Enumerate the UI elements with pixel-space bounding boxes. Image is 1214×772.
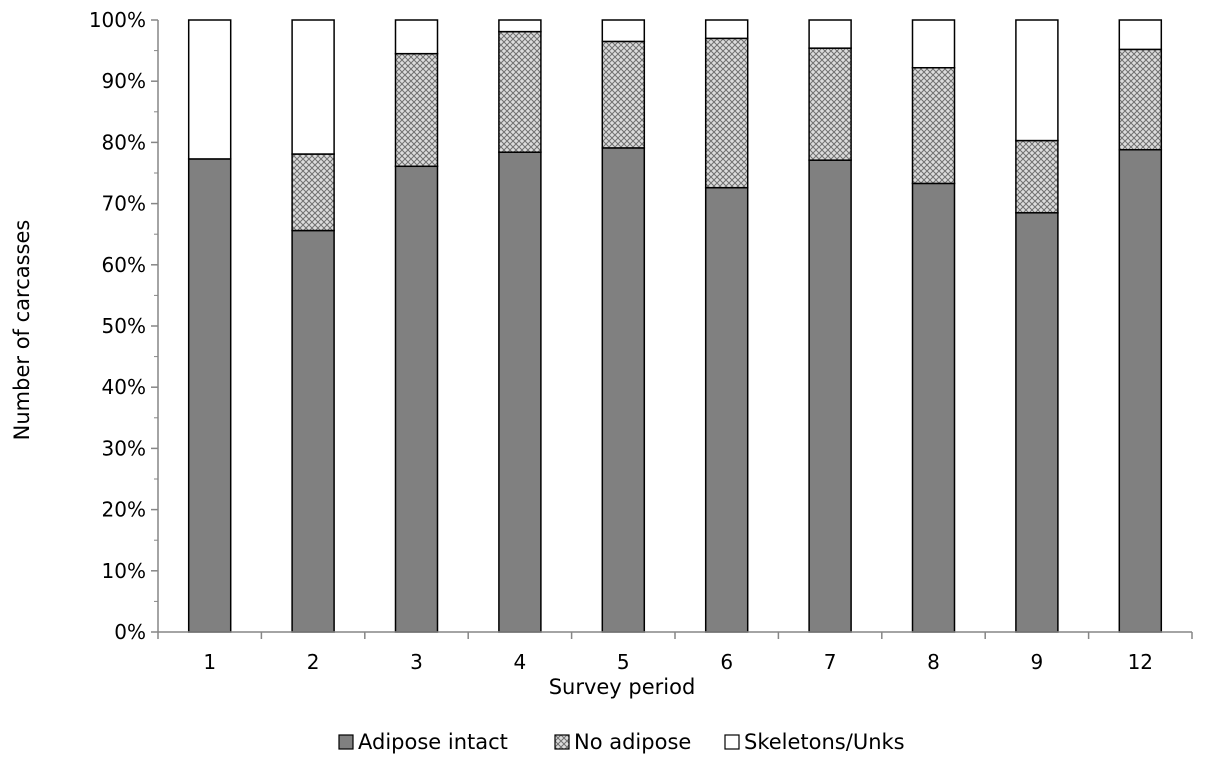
- legend-label: Skeletons/Unks: [744, 730, 905, 754]
- bar-segment-skeletons-unks: [291, 19, 335, 155]
- bar-segment-adipose-intact: [498, 151, 542, 633]
- x-tick-label: 2: [307, 650, 320, 674]
- bar-segment-no-adipose: [1015, 139, 1059, 214]
- legend-label: No adipose: [574, 730, 691, 754]
- bar-segment-skeletons-unks: [498, 19, 542, 33]
- legend-label: Adipose intact: [358, 730, 508, 754]
- bar-segment-no-adipose: [808, 47, 852, 161]
- x-tick-label: 12: [1128, 650, 1153, 674]
- x-tick-label: 5: [617, 650, 630, 674]
- bar-segment-adipose-intact: [1015, 212, 1059, 633]
- y-tick-label: 100%: [89, 8, 146, 32]
- bar-segment-adipose-intact: [911, 182, 956, 633]
- y-tick-label: 10%: [102, 559, 146, 583]
- bar-segment-skeletons-unks: [911, 19, 956, 69]
- legend-swatch: [338, 734, 354, 750]
- x-tick-label: 1: [203, 650, 216, 674]
- bars: [187, 19, 1163, 633]
- x-axis-ticks: 1 2 3 4 5 6 7 8 9 12: [157, 632, 1193, 674]
- bar-segment-no-adipose: [601, 40, 646, 149]
- x-tick-label: 3: [410, 650, 423, 674]
- y-tick-label: 30%: [102, 436, 146, 460]
- bar-segment-adipose-intact: [291, 229, 335, 633]
- bar-segment-no-adipose: [291, 153, 335, 232]
- bar-segment-adipose-intact: [704, 186, 749, 633]
- x-tick-label: 8: [927, 650, 940, 674]
- x-tick-label: 7: [824, 650, 837, 674]
- bar-segment-no-adipose: [498, 30, 542, 153]
- legend-swatch: [554, 734, 570, 750]
- bar-segment-skeletons-unks: [704, 19, 749, 40]
- y-tick-label: 20%: [102, 498, 146, 522]
- x-tick-label: 4: [514, 650, 527, 674]
- bar-segment-skeletons-unks: [601, 19, 646, 43]
- bar-segment-skeletons-unks: [394, 19, 439, 55]
- bar-segment-no-adipose: [704, 37, 749, 189]
- bar-segment-skeletons-unks: [1118, 19, 1163, 51]
- bar-segment-no-adipose: [911, 66, 956, 185]
- y-axis-title: Number of carcasses: [10, 220, 34, 441]
- bar-segment-skeletons-unks: [808, 19, 852, 49]
- bar-segment-adipose-intact: [394, 165, 439, 633]
- x-tick-label: 9: [1031, 650, 1044, 674]
- y-tick-label: 60%: [102, 253, 146, 277]
- bar-segment-adipose-intact: [1118, 148, 1163, 633]
- legend-swatch: [724, 734, 740, 750]
- bar-segment-adipose-intact: [808, 159, 852, 633]
- y-tick-label: 80%: [102, 130, 146, 154]
- y-tick-label: 50%: [102, 314, 146, 338]
- y-tick-label: 70%: [102, 192, 146, 216]
- y-tick-label: 0%: [114, 620, 146, 644]
- y-tick-label: 90%: [102, 69, 146, 93]
- bar-segment-skeletons-unks: [187, 19, 232, 160]
- bar-segment-skeletons-unks: [1015, 19, 1059, 142]
- bar-segment-adipose-intact: [187, 158, 232, 633]
- bar-segment-no-adipose: [394, 52, 439, 168]
- bar-segment-adipose-intact: [601, 147, 646, 633]
- bar-segment-no-adipose: [1118, 48, 1163, 151]
- x-tick-label: 6: [720, 650, 733, 674]
- legend: Adipose intact No adipose Skeletons/Unks: [338, 730, 905, 754]
- x-axis-title: Survey period: [549, 675, 696, 699]
- y-tick-label: 40%: [102, 375, 146, 399]
- y-axis-ticks: 0% 10% 20% 30% 40% 50% 60% 70% 80% 90% 100%: [89, 8, 158, 644]
